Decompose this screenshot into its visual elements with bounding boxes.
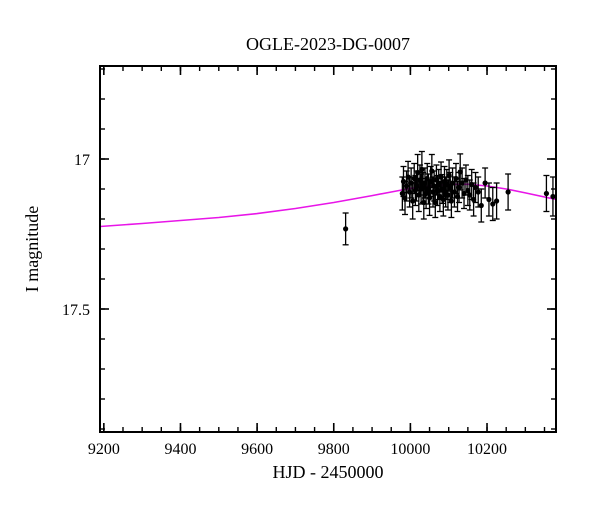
x-tick-label: 10200 [467, 441, 507, 458]
x-axis-label: HJD - 2450000 [273, 462, 384, 482]
y-tick-label: 17.5 [62, 302, 90, 319]
y-axis-label: I magnitude [22, 206, 42, 292]
y-tick-label: 17 [74, 152, 90, 169]
x-tick-label: 9600 [241, 441, 273, 458]
light-curve-chart: OGLE-2023-DG-0007 9200 9400 9600 9800 10000 10… [0, 0, 600, 512]
x-tick-label: 10000 [390, 441, 430, 458]
x-tick-label: 9200 [88, 441, 120, 458]
chart-svg: OGLE-2023-DG-0007 9200 9400 9600 9800 10000 10… [0, 0, 600, 512]
x-tick-label: 9800 [318, 441, 350, 458]
x-tick-label: 9400 [164, 441, 196, 458]
chart-title: OGLE-2023-DG-0007 [246, 34, 410, 54]
